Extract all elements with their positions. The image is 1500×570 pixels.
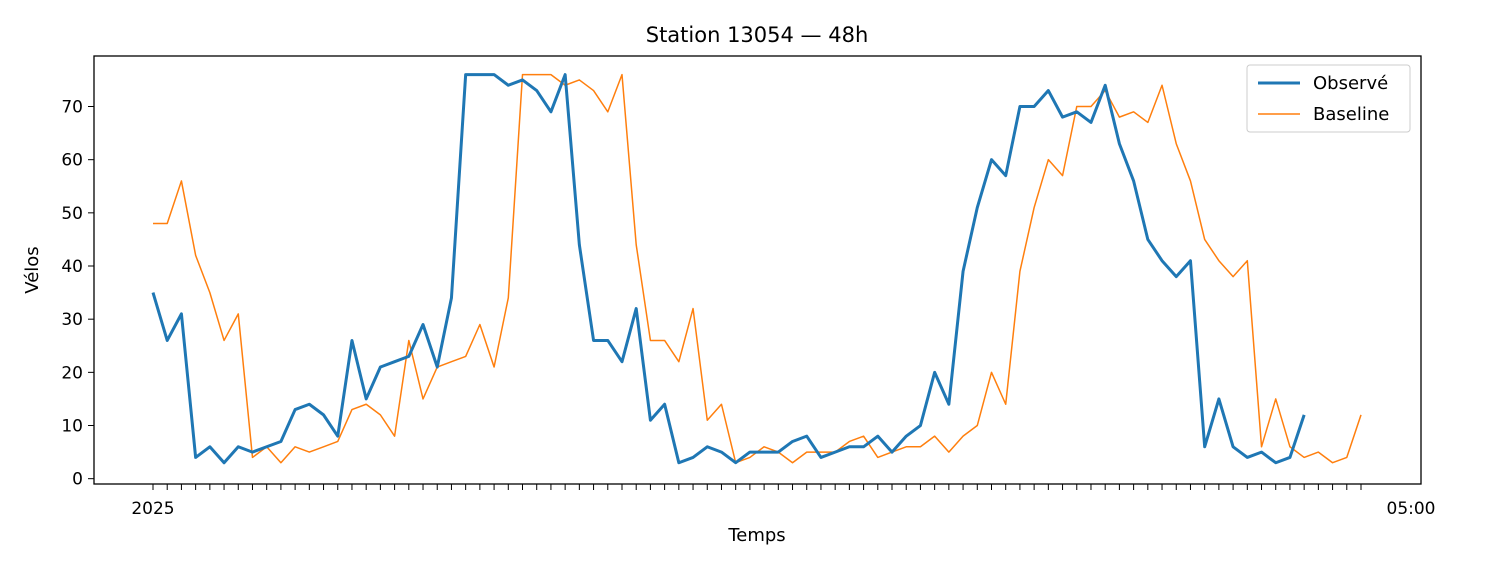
plot-background [94,56,1421,484]
plot-area [93,55,1422,485]
legend: Observé Baseline [1246,64,1411,133]
y-axis: 0 10 20 30 40 50 60 70 [61,98,94,490]
y-tick-label: 20 [61,363,83,383]
x-tick-label-first: 2025 [131,499,174,519]
y-tick-label: 0 [72,470,83,490]
x-axis-label: Temps [727,525,785,546]
y-axis-label: Vélos [22,246,43,293]
x-axis: 2025 05:00 [131,484,1436,519]
series-layer [151,73,1362,465]
x-tick-label-last: 05:00 [1387,499,1436,519]
y-tick-label: 60 [61,151,83,171]
legend-label-baseline: Baseline [1313,104,1389,125]
y-tick-label: 50 [61,204,83,224]
plot-frame [93,55,1422,485]
series-line-observe [151,73,1306,465]
y-tick-label: 40 [61,257,83,277]
legend-label-observe: Observé [1313,73,1388,94]
y-tick-label: 10 [61,417,83,437]
y-tick-label: 30 [61,310,83,330]
y-tick-label: 70 [61,98,83,118]
chart-title: Station 13054 — 48h [646,23,869,47]
